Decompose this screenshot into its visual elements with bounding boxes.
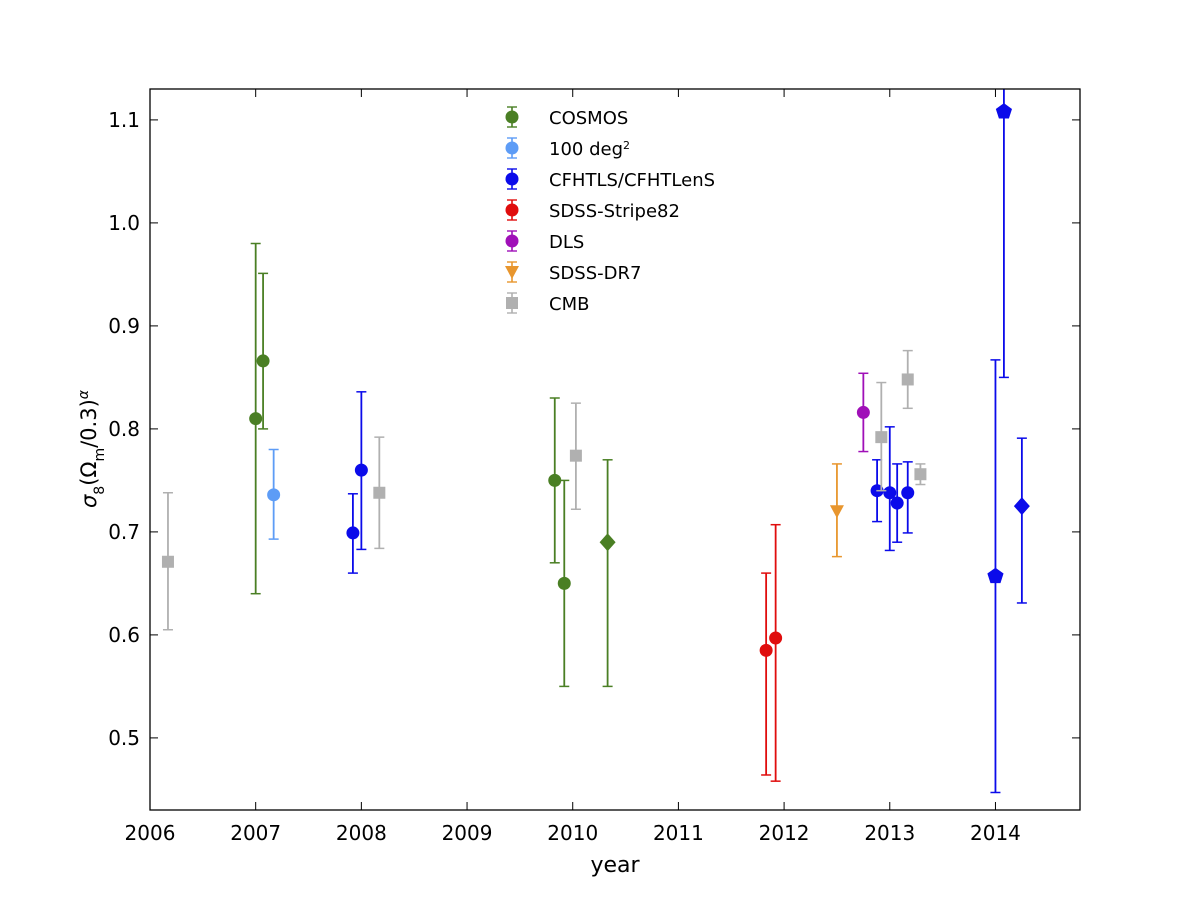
legend-marker (505, 266, 519, 279)
point-marker (769, 631, 783, 645)
x-tick-label: 2010 (547, 821, 598, 845)
legend-item: 100 deg2 (505, 137, 630, 161)
y-tick-label: 0.9 (108, 314, 140, 338)
data-point-2-0 (346, 493, 360, 574)
point-marker (875, 431, 888, 444)
legend-item: SDSS-Stripe82 (505, 199, 680, 222)
legend-label: 100 deg2 (549, 139, 630, 161)
data-point-2-8 (1013, 437, 1030, 604)
x-tick-label: 2011 (653, 821, 704, 845)
data-point-0-3 (557, 479, 571, 688)
point-marker (829, 505, 844, 519)
data-point-5-0 (829, 463, 844, 558)
point-marker (883, 486, 897, 500)
data-point-0-4 (599, 459, 616, 688)
x-tick-label: 2009 (442, 821, 493, 845)
data-point-2-3 (883, 426, 897, 552)
legend-item: DLS (505, 230, 584, 253)
point-marker (901, 486, 915, 500)
legend-marker (505, 203, 519, 217)
axis-ticks: 2006 2007 2008 2009 2010 2011 2012 2013 2014 0.5 0… (108, 89, 1080, 845)
legend-marker (505, 110, 519, 124)
point-marker (569, 449, 582, 462)
legend-item: CFHTLS/CFHTLenS (505, 168, 715, 191)
data-point-6-4 (901, 349, 914, 410)
data-point-0-0 (249, 242, 263, 595)
legend-label: CMB (549, 294, 589, 315)
y-tick-label: 0.5 (108, 726, 140, 750)
point-marker (856, 405, 870, 419)
y-tick-label: 0.6 (108, 623, 140, 647)
data-point-1-0 (267, 448, 281, 540)
point-marker (987, 567, 1004, 584)
point-marker (354, 463, 368, 477)
x-tick-label: 2012 (759, 821, 810, 845)
x-axis-label: year (590, 853, 640, 878)
point-marker (995, 103, 1012, 119)
point-marker (267, 488, 281, 502)
data-point-2-4 (890, 463, 904, 543)
data-point-2-7 (995, 89, 1012, 379)
data-point-0-2 (548, 397, 562, 564)
data-point-3-0 (759, 572, 773, 776)
x-tick-label: 2014 (970, 821, 1021, 845)
legend-marker (505, 234, 519, 248)
point-marker (1013, 497, 1030, 516)
data-point-6-0 (161, 492, 174, 631)
x-tick-label: 2008 (336, 821, 387, 845)
legend-label: CFHTLS/CFHTLenS (549, 170, 715, 191)
data-point-0-1 (256, 272, 270, 430)
y-tick-label: 0.7 (108, 520, 140, 544)
data-point-6-2 (569, 402, 582, 510)
point-marker (373, 486, 386, 499)
legend-marker (506, 297, 518, 309)
legend-label: COSMOS (549, 108, 628, 129)
data-point-3-1 (769, 523, 783, 782)
x-tick-label: 2013 (864, 821, 915, 845)
data-point-6-5 (914, 463, 927, 486)
data-point-6-1 (373, 436, 386, 550)
point-marker (901, 373, 914, 386)
x-tick-label: 2006 (125, 821, 176, 845)
legend-label: SDSS-DR7 (549, 263, 641, 284)
legend-marker (505, 141, 519, 155)
point-marker (759, 643, 773, 657)
legend-label: SDSS-Stripe82 (549, 201, 680, 222)
data-point-2-1 (354, 391, 368, 551)
legend-item: COSMOS (505, 106, 628, 129)
y-axis-label: σ8(Ωm/0.3)α (76, 389, 108, 508)
point-marker (599, 533, 616, 552)
point-marker (346, 526, 360, 540)
data-point-6-3 (875, 381, 888, 492)
x-tick-label: 2007 (230, 821, 281, 845)
legend-item: CMB (506, 292, 589, 315)
y-tick-label: 0.8 (108, 417, 140, 441)
point-marker (256, 354, 270, 368)
legend-label: DLS (549, 232, 584, 253)
point-marker (914, 468, 927, 481)
point-marker (161, 555, 174, 568)
legend-marker (505, 172, 519, 186)
data-marks (161, 89, 1030, 794)
legend: COSMOS 100 deg2 CFHTLS/CFHTLenS SDSS-Stripe… (505, 106, 715, 315)
point-marker (890, 496, 904, 510)
y-tick-label: 1.0 (108, 211, 140, 235)
plot-frame (149, 88, 1081, 811)
data-point-2-5 (901, 461, 915, 534)
point-marker (249, 412, 263, 426)
legend-item: SDSS-DR7 (505, 261, 641, 284)
point-marker (557, 576, 571, 590)
data-point-2-6 (987, 359, 1004, 794)
data-point-4-0 (856, 372, 870, 453)
point-marker (548, 473, 562, 487)
y-tick-label: 1.1 (108, 108, 140, 132)
